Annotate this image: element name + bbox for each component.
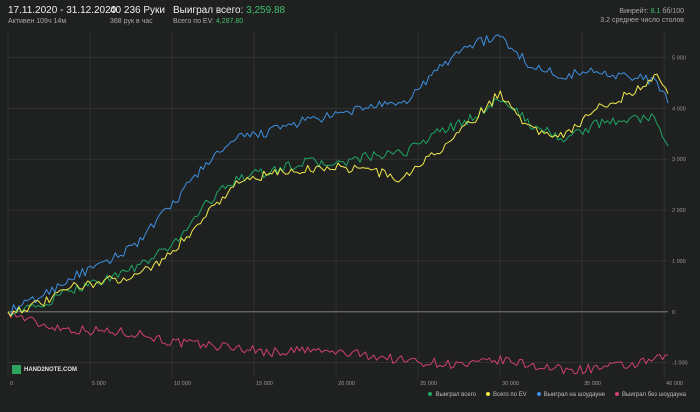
x-tick-label: 40 000 xyxy=(666,381,683,387)
winrate-unit: бб/100 xyxy=(662,8,684,15)
won-total-summary: Выиграл всего: 3,259.88 xyxy=(173,6,285,16)
x-tick-label: 35 000 xyxy=(584,381,601,387)
logo-text: HAND2NOTE.COM xyxy=(24,366,78,373)
legend-label: Всего по EV xyxy=(493,392,527,398)
legend-item-won-total[interactable]: Выиграл всего xyxy=(428,392,476,398)
y-tick-label: 1 000 xyxy=(672,259,686,265)
legend-item-showdown[interactable]: Выиграл на шоудауне xyxy=(536,392,605,398)
winrate-value: 8.1 xyxy=(650,8,661,15)
hands-count: 40 236 Руки xyxy=(110,5,165,16)
legend-swatch xyxy=(486,392,491,397)
chart-legend: Выиграл всего Всего по EV Выиграл на шоуда… xyxy=(428,392,686,398)
won-total-label: Выиграл всего: xyxy=(173,5,244,16)
legend-label: Выиграл на шоудауне xyxy=(543,392,605,398)
series-line-won-total xyxy=(7,98,669,317)
x-tick-label: 10 000 xyxy=(174,381,191,387)
ev-total-summary: Всего по EV: 4,287.80 xyxy=(173,18,243,25)
y-tick-label: -1 000 xyxy=(672,361,688,367)
hands-per-hour: 368 рук в час xyxy=(110,18,153,25)
legend-swatch xyxy=(428,392,433,397)
legend-item-non-showdown[interactable]: Выиграл без шоудауна xyxy=(615,392,686,398)
ev-total-label: Всего по EV: xyxy=(173,18,214,25)
series-line-ev-total xyxy=(7,73,669,317)
ev-total-value: 4,287.80 xyxy=(215,18,244,25)
winrate-label: Винрейт: xyxy=(619,8,649,15)
logo-icon xyxy=(12,365,21,374)
legend-label: Выиграл без шоудауна xyxy=(622,392,686,398)
legend-swatch xyxy=(536,392,541,397)
active-time: Активен 109ч 14м xyxy=(8,18,67,25)
x-tick-label: 30 000 xyxy=(502,381,519,387)
y-tick-label: 3 000 xyxy=(672,157,686,163)
header-bar: 17.11.2020 - 31.12.2020 Активен 109ч 14м… xyxy=(0,0,700,30)
won-total-value: 3,259.88 xyxy=(246,5,286,16)
y-tick-label: 4 000 xyxy=(672,106,686,112)
series-line-non-showdown xyxy=(7,311,669,375)
x-tick-label: 15 000 xyxy=(256,381,273,387)
y-tick-label: 2 000 xyxy=(672,208,686,214)
series-line-showdown xyxy=(7,34,669,316)
y-tick-label: 0 xyxy=(672,310,675,316)
winrate-summary: Винрейт: 8.1 бб/100 xyxy=(619,8,684,15)
y-tick-label: 5 000 xyxy=(672,55,686,61)
x-tick-label: 20 000 xyxy=(338,381,355,387)
legend-item-ev-total[interactable]: Всего по EV xyxy=(486,392,527,398)
avg-tables: 3.2 среднее число столов xyxy=(600,17,684,24)
x-tick-label: 0 xyxy=(10,381,13,387)
x-tick-label: 25 000 xyxy=(420,381,437,387)
legend-label: Выиграл всего xyxy=(435,392,477,398)
x-tick-label: 5 000 xyxy=(92,381,106,387)
logo: HAND2NOTE.COM xyxy=(12,365,77,374)
date-range: 17.11.2020 - 31.12.2020 xyxy=(8,5,117,16)
legend-swatch xyxy=(615,392,619,397)
